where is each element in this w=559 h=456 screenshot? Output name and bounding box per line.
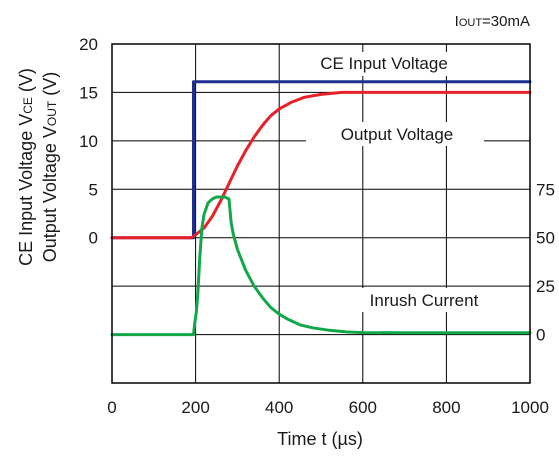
series-inrush-current — [110, 195, 532, 337]
x-tick-label: 400 — [265, 398, 293, 417]
y-axis-label-out: Output Voltage VOUT (V) — [40, 72, 60, 262]
series-layer — [110, 80, 532, 337]
x-tick-label: 800 — [432, 398, 460, 417]
series-ce-input-voltage — [110, 80, 532, 240]
y-axis-label-ce: CE Input Voltage VCE (V) — [16, 68, 36, 266]
y-right-tick-label: 75 — [536, 180, 555, 199]
y-left-tick-label: 5 — [89, 180, 98, 199]
series-output-voltage — [110, 90, 532, 240]
annotation-background — [288, 52, 480, 76]
condition-label: IOUT=30mA — [455, 13, 530, 30]
x-tick-label: 0 — [107, 398, 116, 417]
annotation-ce-input-voltage: CE Input Voltage — [320, 54, 448, 73]
annotation-output-voltage: Output Voltage — [341, 125, 453, 144]
y-right-tick-label: 0 — [536, 326, 545, 345]
x-tick-label: 1000 — [511, 398, 549, 417]
plot-frame — [111, 43, 531, 384]
y-right-tick-label: 50 — [536, 229, 555, 248]
y-left-tick-label: 0 — [89, 229, 98, 248]
x-axis-label: Time t (µs) — [277, 429, 363, 449]
y-left-tick-label: 20 — [79, 35, 98, 54]
annotation-background — [306, 122, 484, 146]
annotation-boxes — [288, 52, 496, 312]
x-tick-label: 200 — [181, 398, 209, 417]
y-left-tick-label: 15 — [79, 83, 98, 102]
annotation-background — [352, 288, 496, 312]
annotation-inrush-current: Inrush Current — [370, 291, 479, 310]
y-left-tick-label: 10 — [79, 132, 98, 151]
y-right-tick-label: 25 — [536, 277, 555, 296]
x-tick-label: 600 — [349, 398, 377, 417]
